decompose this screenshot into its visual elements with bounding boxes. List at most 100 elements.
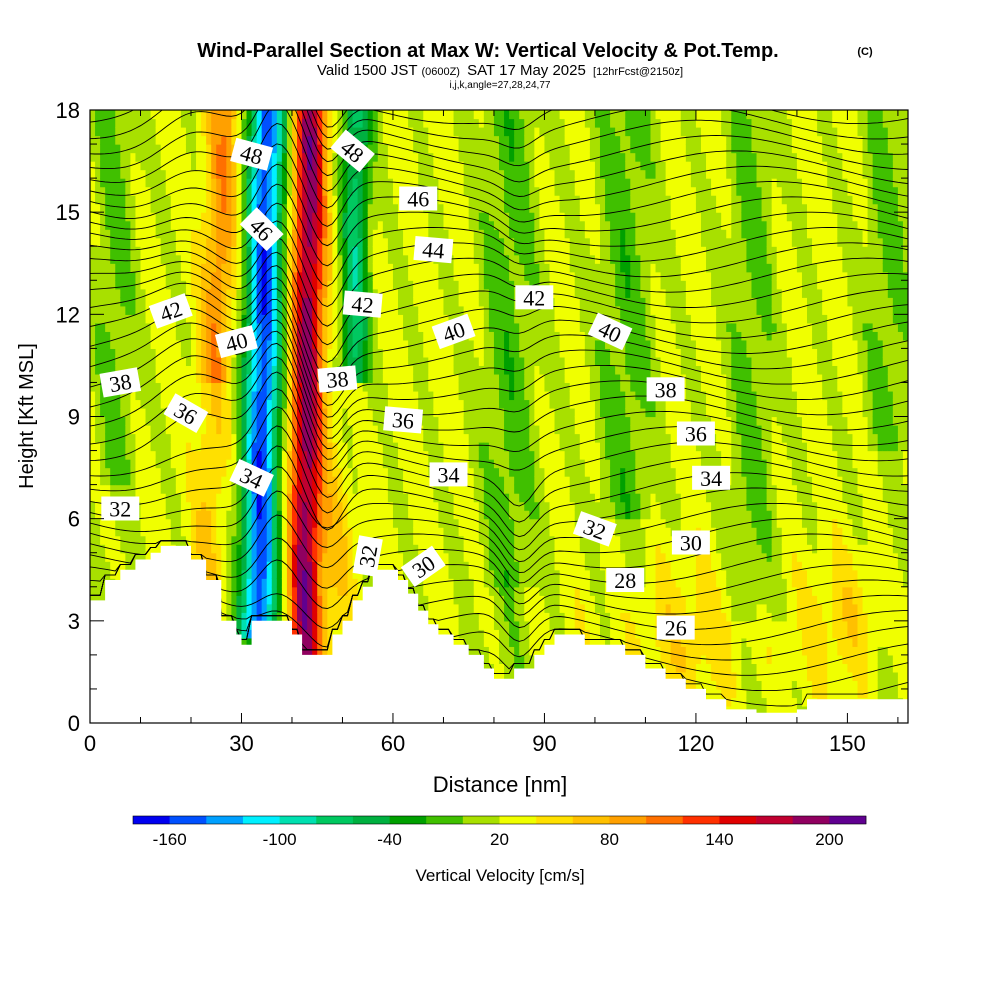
velocity-cell (408, 220, 414, 230)
velocity-cell (170, 161, 177, 171)
velocity-cell (90, 518, 96, 528)
velocity-cell (251, 527, 258, 537)
velocity-cell (90, 314, 96, 324)
velocity-cell (190, 203, 197, 213)
velocity-cell (332, 467, 339, 477)
velocity-cell (256, 305, 263, 315)
velocity-cell (382, 331, 389, 341)
velocity-cell (307, 459, 313, 469)
velocity-cell (291, 203, 298, 213)
velocity-cell (413, 169, 419, 179)
velocity-cell (347, 356, 354, 367)
velocity-cell (155, 356, 162, 367)
velocity-cell (206, 356, 212, 367)
velocity-cell (90, 212, 96, 222)
velocity-cell (236, 390, 243, 401)
velocity-cell (175, 288, 182, 298)
velocity-cell (231, 110, 238, 120)
velocity-cell (423, 169, 429, 179)
velocity-cell (276, 484, 283, 494)
velocity-cell (145, 220, 152, 230)
velocity-cell (95, 322, 101, 332)
velocity-cell (135, 212, 142, 222)
velocity-cell (221, 595, 227, 605)
velocity-cell (185, 229, 192, 239)
velocity-cell (95, 493, 101, 503)
velocity-cell (352, 271, 359, 281)
velocity-cell (160, 135, 167, 145)
velocity-cell (312, 399, 318, 409)
velocity-cell (165, 254, 172, 264)
velocity-cell (347, 425, 354, 435)
velocity-cell (115, 476, 121, 486)
velocity-cell (216, 382, 222, 392)
velocity-cell (241, 552, 248, 562)
velocity-cell (246, 135, 253, 145)
velocity-cell (216, 467, 222, 477)
velocity-cell (216, 407, 222, 418)
velocity-cell (302, 501, 308, 511)
velocity-cell (418, 348, 424, 358)
velocity-cell (196, 314, 202, 324)
velocity-cell (165, 339, 172, 349)
velocity-cell (266, 382, 273, 392)
velocity-cell (155, 501, 162, 511)
velocity-cell (307, 450, 313, 460)
velocity-cell (347, 407, 354, 418)
velocity-cell (408, 484, 414, 494)
velocity-cell (291, 535, 298, 545)
velocity-cell (398, 544, 404, 554)
velocity-cell (201, 203, 207, 213)
velocity-cell (261, 263, 268, 273)
velocity-cell (382, 195, 389, 205)
velocity-cell (211, 135, 217, 145)
velocity-cell (362, 169, 369, 179)
velocity-cell (206, 246, 212, 256)
velocity-cell (332, 203, 339, 213)
velocity-cell (216, 518, 222, 528)
velocity-cell (206, 467, 212, 477)
velocity-cell (307, 229, 313, 239)
velocity-cell (281, 450, 288, 460)
velocity-cell (105, 416, 111, 426)
velocity-cell (347, 127, 354, 137)
velocity-cell (241, 169, 248, 179)
velocity-cell (403, 135, 409, 145)
velocity-cell (377, 220, 384, 230)
velocity-cell (398, 237, 404, 247)
velocity-cell (241, 442, 248, 452)
velocity-cell (251, 578, 258, 588)
velocity-cell (291, 578, 298, 588)
velocity-cell (312, 263, 318, 273)
velocity-cell (216, 144, 222, 154)
velocity-cell (342, 484, 349, 494)
velocity-cell (241, 203, 248, 213)
velocity-cell (120, 535, 126, 545)
velocity-cell (231, 518, 238, 528)
velocity-cell (175, 518, 182, 528)
velocity-cell (175, 271, 182, 281)
velocity-cell (307, 169, 313, 179)
velocity-cell (135, 407, 142, 418)
velocity-cell (332, 578, 339, 588)
velocity-cell (418, 390, 424, 401)
velocity-cell (236, 356, 243, 367)
velocity-cell (135, 195, 142, 205)
velocity-cell (286, 425, 293, 435)
velocity-cell (347, 535, 354, 545)
velocity-cell (206, 501, 212, 511)
velocity-cell (392, 144, 399, 154)
velocity-cell (302, 459, 308, 469)
velocity-cell (130, 127, 137, 137)
velocity-cell (201, 467, 207, 477)
velocity-cell (387, 212, 394, 222)
velocity-cell (140, 510, 147, 520)
velocity-cell (95, 110, 101, 120)
velocity-cell (251, 544, 258, 554)
velocity-cell (90, 322, 96, 332)
velocity-cell (256, 433, 263, 443)
velocity-cell (403, 365, 409, 375)
velocity-cell (347, 314, 354, 324)
velocity-cell (211, 356, 217, 367)
velocity-cell (297, 110, 303, 120)
